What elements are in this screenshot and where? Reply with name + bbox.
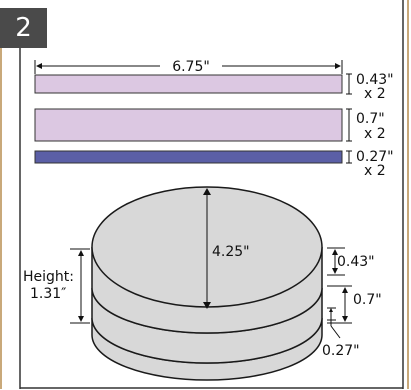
diameter-arrow-bottom: [203, 302, 211, 309]
strip-1-thickness-label: 0.43": [356, 72, 394, 88]
layer3-label: 0.27": [322, 343, 360, 359]
length-label: 6.75": [172, 59, 210, 75]
height-label-line2: 1.31″: [30, 286, 66, 302]
length-arrow-right: [335, 63, 341, 69]
strip-2-qty-label: x 2: [364, 126, 386, 142]
strip-1: [34, 74, 343, 94]
diameter-arrow-top: [203, 188, 211, 195]
strip-3-thickness-label: 0.27": [356, 149, 394, 165]
height-label-line1: Height:: [23, 269, 74, 285]
strip-2-thickness-label: 0.7": [356, 111, 385, 127]
height-arrow-bottom: [78, 316, 84, 322]
layer1-arrow-top: [332, 249, 338, 255]
strip-3: [34, 150, 343, 164]
layer3-leader: [330, 325, 341, 339]
layer3-arrow-top: [329, 308, 333, 312]
layer2-label: 0.7": [353, 292, 382, 308]
strip-2: [34, 108, 343, 142]
layer1-label: 0.43": [337, 254, 375, 270]
layer1-arrow-bottom: [332, 268, 338, 274]
height-arrow-top: [78, 250, 84, 256]
strip-1-qty-label: x 2: [364, 86, 386, 102]
length-arrow-left: [36, 63, 42, 69]
layer2-arrow-top: [342, 287, 348, 293]
step-number-badge: 2: [0, 8, 47, 48]
strip-3-qty-label: x 2: [364, 163, 386, 179]
diameter-label: 4.25": [212, 244, 250, 260]
layer2-arrow-bottom: [342, 316, 348, 322]
